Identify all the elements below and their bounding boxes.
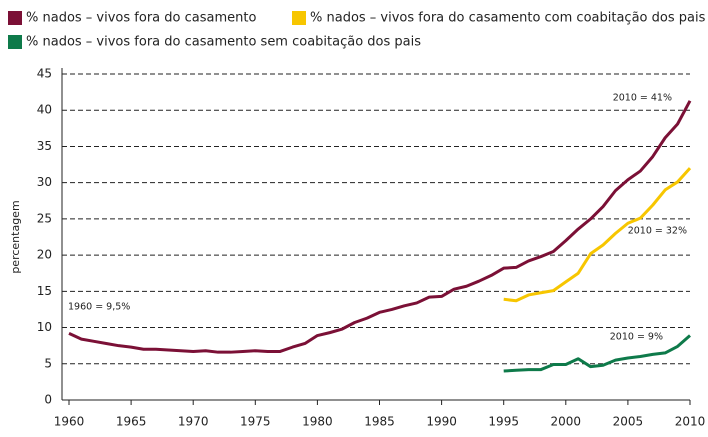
y-tick-label: 20 <box>37 248 52 262</box>
legend-label: % nados – vivos fora do casamento <box>26 11 256 26</box>
annotation: 2010 = 32% <box>628 226 687 237</box>
legend-label: % nados – vivos fora do casamento sem co… <box>26 35 421 50</box>
legend-swatch <box>292 11 306 25</box>
y-tick-label: 0 <box>44 393 52 407</box>
x-tick-label: 1975 <box>240 415 271 429</box>
y-tick-label: 45 <box>37 67 52 81</box>
annotation: 1960 = 9,5% <box>68 302 130 313</box>
x-tick-label: 1985 <box>364 415 395 429</box>
series-line <box>503 334 691 373</box>
x-tick-label: 1970 <box>178 415 209 429</box>
x-tick-label: 2000 <box>551 415 582 429</box>
legend-label: % nados – vivos fora do casamento com co… <box>310 11 706 26</box>
y-tick-label: 40 <box>37 103 52 117</box>
legend-swatch <box>8 11 22 25</box>
x-tick-label: 1990 <box>426 415 457 429</box>
x-tick-label: 2005 <box>613 415 644 429</box>
x-tick-label: 1995 <box>488 415 519 429</box>
series-line <box>68 100 692 354</box>
annotation: 2010 = 41% <box>613 93 672 104</box>
y-axis-label: percentagem <box>9 200 22 273</box>
x-tick-label: 1980 <box>302 415 333 429</box>
annotation: 2010 = 9% <box>610 332 663 343</box>
y-tick-label: 35 <box>37 139 52 153</box>
legend-swatch <box>8 35 22 49</box>
y-tick-label: 25 <box>37 211 52 225</box>
y-tick-label: 10 <box>37 320 52 334</box>
x-tick-label: 1965 <box>116 415 147 429</box>
y-tick-label: 15 <box>37 284 52 298</box>
y-tick-label: 5 <box>44 356 52 370</box>
y-tick-label: 30 <box>37 175 52 189</box>
x-tick-label: 1960 <box>54 415 85 429</box>
series-line <box>503 167 692 303</box>
x-tick-label: 2010 <box>675 415 706 429</box>
